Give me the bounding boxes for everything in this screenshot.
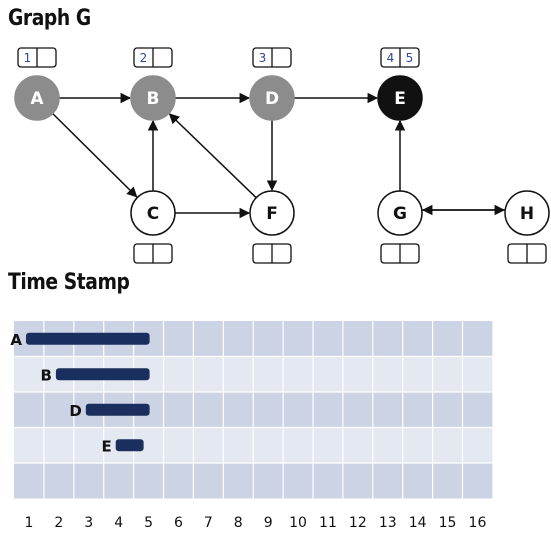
node-label: B bbox=[147, 89, 160, 109]
tick-label-7: 7 bbox=[204, 515, 213, 531]
node-f: F bbox=[249, 190, 295, 236]
discover-time: 3 bbox=[259, 51, 267, 65]
timeline-row bbox=[14, 356, 493, 392]
node-circle bbox=[377, 75, 423, 121]
tick-label-16: 16 bbox=[469, 515, 487, 531]
tick-label-4: 4 bbox=[114, 515, 123, 531]
node-label: C bbox=[147, 204, 159, 224]
tick-label-15: 15 bbox=[439, 515, 457, 531]
edge-a-c bbox=[52, 112, 138, 198]
interval-bar-b bbox=[55, 368, 150, 381]
tick-label-3: 3 bbox=[84, 515, 93, 531]
timeline-row bbox=[14, 427, 493, 463]
node-b: B bbox=[130, 75, 176, 121]
tick-label-5: 5 bbox=[144, 515, 153, 531]
node-circle bbox=[14, 75, 60, 121]
interval-label-e: E bbox=[101, 437, 111, 455]
stamp-box-c bbox=[133, 243, 173, 264]
node-label: H bbox=[520, 204, 534, 224]
stamp-box-a: 1 bbox=[17, 47, 57, 68]
tick-label-1: 1 bbox=[24, 515, 33, 531]
interval-bar-d bbox=[85, 403, 150, 416]
interval-label-b: B bbox=[40, 366, 51, 384]
tick-label-13: 13 bbox=[379, 515, 397, 531]
stamp-box-b: 2 bbox=[133, 47, 173, 68]
stamp-box-d: 3 bbox=[252, 47, 292, 68]
interval-label-a: A bbox=[10, 331, 22, 349]
node-circle bbox=[504, 190, 550, 236]
stamp-box-h bbox=[507, 243, 547, 264]
stamp-box-g bbox=[380, 243, 420, 264]
tick-label-12: 12 bbox=[349, 515, 367, 531]
discover-time: 1 bbox=[24, 51, 32, 65]
node-circle bbox=[249, 190, 295, 236]
tick-label-9: 9 bbox=[264, 515, 273, 531]
interval-label-d: D bbox=[69, 402, 81, 420]
node-e: E bbox=[377, 75, 423, 121]
tick-label-10: 10 bbox=[289, 515, 307, 531]
graph-title: Graph G bbox=[8, 6, 91, 31]
timeline-row bbox=[14, 463, 493, 499]
node-label: E bbox=[394, 89, 406, 109]
node-d: D bbox=[249, 75, 295, 121]
node-circle bbox=[377, 190, 423, 236]
node-label: A bbox=[30, 89, 44, 109]
tick-label-14: 14 bbox=[409, 515, 427, 531]
node-label: G bbox=[393, 204, 407, 224]
node-circle bbox=[130, 75, 176, 121]
tick-label-6: 6 bbox=[174, 515, 183, 531]
interval-bar-a bbox=[26, 332, 150, 345]
interval-bar-e bbox=[115, 439, 144, 452]
tick-label-2: 2 bbox=[54, 515, 63, 531]
node-label: D bbox=[265, 89, 279, 109]
timeline-row bbox=[14, 392, 493, 428]
timeline-row bbox=[14, 321, 493, 357]
node-a: A bbox=[14, 75, 60, 121]
discover-time: 4 bbox=[387, 51, 395, 65]
tick-label-11: 11 bbox=[319, 515, 337, 531]
node-g: G bbox=[377, 190, 423, 236]
finish-time: 5 bbox=[406, 51, 414, 65]
node-circle bbox=[249, 75, 295, 121]
edge-f-b bbox=[168, 113, 257, 199]
node-label: F bbox=[266, 204, 278, 224]
timestamp-title: Time Stamp bbox=[8, 270, 130, 295]
node-h: H bbox=[504, 190, 550, 236]
tick-label-8: 8 bbox=[234, 515, 243, 531]
stamp-box-f bbox=[252, 243, 292, 264]
node-c: C bbox=[130, 190, 176, 236]
discover-time: 2 bbox=[140, 51, 148, 65]
node-circle bbox=[130, 190, 176, 236]
